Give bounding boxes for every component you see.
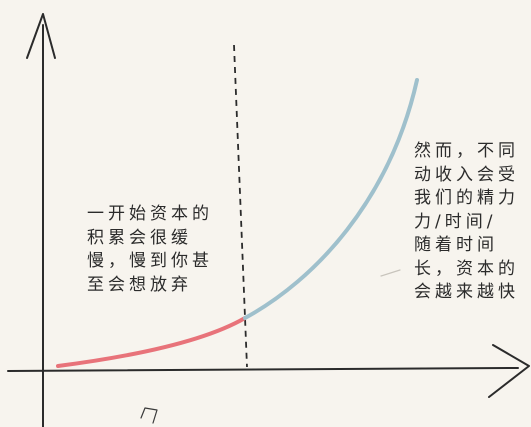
arrow-up-icon [26, 13, 56, 59]
annotation-line: 长，资本的 [414, 258, 519, 279]
annotation-line: 然而，不同 [414, 141, 519, 161]
x-axis [7, 367, 519, 372]
pencil-scribble [140, 407, 158, 424]
arrow-right-icon [488, 344, 530, 398]
annotation-line: 随着时间 [414, 235, 498, 255]
annotation-line: 慢，慢到你甚 [87, 251, 213, 271]
pointer-mark [380, 269, 401, 277]
annotation-line: 一开始资本的 [87, 204, 213, 224]
annotation-line: 至会想放弃 [87, 274, 192, 295]
annotation-line: 积累会很缓 [87, 227, 192, 248]
curve-late-segment [243, 78, 419, 320]
curve-early-segment [56, 316, 247, 368]
annotation-left: 一开始资本的 积累会很缓慢，慢到你甚 至会想放弃 [87, 203, 213, 297]
annotation-line: 会越来越快 [414, 282, 519, 302]
annotation-line: 力/时间/ [414, 211, 497, 232]
annotation-right: 然而，不同动收入会受我们的精力力/时间/随着时间长，资本的会越来越快 [414, 140, 519, 305]
dashed-divider [233, 44, 248, 368]
annotation-line: 动收入会受 [414, 164, 519, 185]
annotation-line: 我们的精力 [414, 188, 519, 208]
